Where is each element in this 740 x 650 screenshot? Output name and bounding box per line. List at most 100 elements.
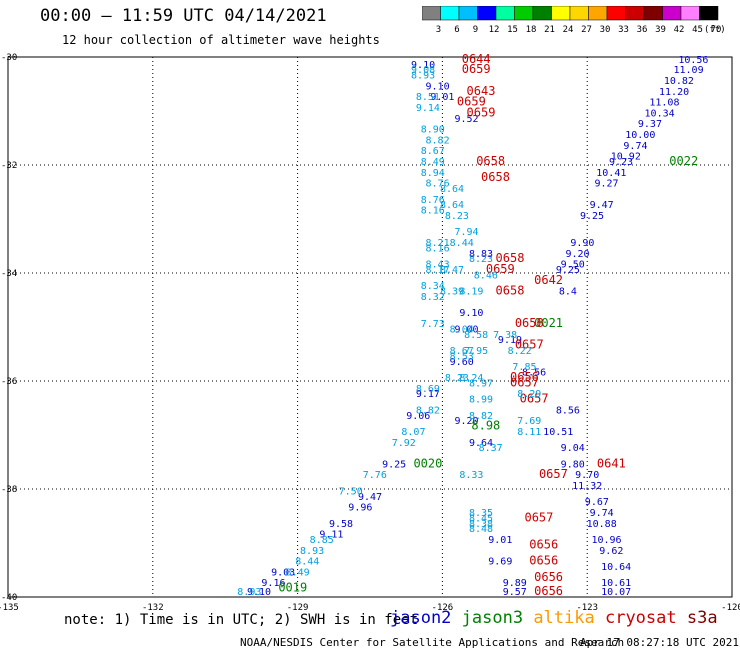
data-point-label: 7.69 xyxy=(517,416,541,427)
data-point-label: 8.24 xyxy=(459,373,483,384)
data-point-label: 8.64 xyxy=(440,200,464,211)
data-point-label: 0022 xyxy=(669,154,698,168)
data-point-label: 9.57 xyxy=(503,587,527,598)
legend-altika: altika xyxy=(533,608,605,628)
data-point-label: 0641 xyxy=(597,456,626,470)
colorbar-tick-label: 42 xyxy=(674,25,685,34)
data-point-label: 9.62 xyxy=(599,546,623,557)
data-point-label: 7.95 xyxy=(464,346,488,357)
data-point-label: 8.45 xyxy=(469,513,493,524)
data-point-label: 9.10 xyxy=(247,587,271,598)
data-point-label: 8.97 xyxy=(469,378,493,389)
y-tick-label: -34 xyxy=(1,269,17,279)
data-point-label: 9.25 xyxy=(382,459,406,470)
data-point-label: 10.07 xyxy=(601,587,631,598)
data-point-label: 9.25 xyxy=(556,265,580,276)
colorbar-tick-label: 33 xyxy=(618,25,629,34)
data-point-label: 9.11 xyxy=(319,530,343,541)
data-point-label: 8.44 xyxy=(295,557,319,568)
colorbar-tick-label: 21 xyxy=(544,25,555,34)
data-point-label: 9.03 xyxy=(271,567,295,578)
colorbar-tick-label: 18 xyxy=(526,25,537,34)
data-point-label: 11.09 xyxy=(674,65,704,76)
data-point-label: 0659 xyxy=(457,95,486,109)
data-point-label: 9.20 xyxy=(565,249,589,260)
data-point-label: 8.47 xyxy=(440,265,464,276)
satellite-legend: jason2 jason3 altika cryosat s3a xyxy=(390,608,718,628)
data-point-label: 8.67 xyxy=(450,346,474,357)
x-tick-label: -135 xyxy=(0,603,19,610)
data-point-label: 0644 xyxy=(462,52,491,66)
data-point-label: 8.67 xyxy=(421,146,445,157)
data-point-label: 0021 xyxy=(534,316,563,330)
data-point-label: 7.85 xyxy=(512,362,536,373)
data-point-label: 8.93 xyxy=(237,587,261,598)
data-point-label: 9.20 xyxy=(454,416,478,427)
data-point-label: 9.80 xyxy=(561,459,585,470)
data-point-label: 8.69 xyxy=(416,384,440,395)
data-point-label: 0657 xyxy=(539,467,568,481)
data-point-label: 10.41 xyxy=(596,168,626,179)
data-point-label: 9.10 xyxy=(459,308,483,319)
data-point-label: 8.51 xyxy=(416,92,440,103)
colorbar-tick-label: 70 xyxy=(711,25,722,34)
data-point-label: 8.39 xyxy=(440,287,464,298)
data-point-label: 0659 xyxy=(462,62,491,76)
data-point-label: 9.27 xyxy=(594,179,618,190)
legend-cryosat: cryosat xyxy=(604,608,687,628)
data-point-label: 9.25 xyxy=(580,211,604,222)
data-point-label: 8.38 xyxy=(469,519,493,530)
data-point-label: 0656 xyxy=(534,570,563,584)
data-point-label: 8.32 xyxy=(421,292,445,303)
data-point-label: 0659 xyxy=(486,262,515,276)
data-point-label: 9.00 xyxy=(454,324,478,335)
data-point-label: 0657 xyxy=(524,510,553,524)
colorbar-tick-label: 12 xyxy=(489,25,500,34)
data-point-label: 10.56 xyxy=(678,55,708,66)
x-tick-label: -123 xyxy=(576,603,598,610)
data-point-label: 10.92 xyxy=(611,152,641,163)
y-tick-label: -38 xyxy=(1,485,17,495)
data-point-label: 8.58 xyxy=(464,330,488,341)
data-point-label: 10.82 xyxy=(664,76,694,87)
data-point-label: 8.04 xyxy=(450,324,474,335)
data-point-label: 10.88 xyxy=(587,519,617,530)
data-point-label: 0656 xyxy=(510,370,539,384)
data-point-label: 8.37 xyxy=(479,443,503,454)
data-point-label: 9.14 xyxy=(416,103,440,114)
data-point-label: 9.47 xyxy=(358,492,382,503)
data-point-label: 10.64 xyxy=(601,562,631,573)
data-point-label: 9.90 xyxy=(570,238,594,249)
data-point-label: 7.38 xyxy=(493,330,517,341)
data-point-label: 8.98 xyxy=(471,419,500,433)
data-point-label: 8.82 xyxy=(426,135,450,146)
data-point-label: 10.61 xyxy=(601,578,631,589)
plot-frame xyxy=(7,56,733,598)
data-point-label: 9.01 xyxy=(430,92,454,103)
data-point-label: 11.20 xyxy=(659,87,689,98)
colorbar-unit: (ft) xyxy=(704,25,726,34)
data-point-label: 8.07 xyxy=(401,427,425,438)
scatter-plot: -135 -132 -129 -126 -123 -120 -30 -32 -34 -36 -38 -… xyxy=(0,52,740,610)
data-point-label: 0656 xyxy=(534,584,563,598)
data-point-label: 7.92 xyxy=(392,438,416,449)
data-point-label: 10.96 xyxy=(591,535,621,546)
data-point-label: 8.93 xyxy=(300,546,324,557)
legend-jason2: jason2 xyxy=(390,608,462,628)
data-point-label: 8.22 xyxy=(508,346,532,357)
data-point-label: 8.56 xyxy=(522,368,546,379)
data-point-label: 8.19 xyxy=(459,287,483,298)
data-point-label: 8.93 xyxy=(411,71,435,82)
data-point-label: 9.47 xyxy=(590,200,614,211)
data-point-label: 0019 xyxy=(278,581,307,595)
data-point-label: 0659 xyxy=(467,105,496,119)
chart-subtitle: 12 hour collection of altimeter wave hei… xyxy=(62,33,380,47)
data-point-label: 11.32 xyxy=(572,481,602,492)
data-point-label: 8.33 xyxy=(459,470,483,481)
y-tick-label: -36 xyxy=(1,377,17,387)
data-point-label: 9.01 xyxy=(488,535,512,546)
data-point-label: 9.58 xyxy=(329,519,353,530)
footer-credit: NOAA/NESDIS Center for Satellite Applica… xyxy=(240,636,625,649)
data-point-label: 8.16 xyxy=(426,243,450,254)
data-point-label: 8.23 xyxy=(445,211,469,222)
